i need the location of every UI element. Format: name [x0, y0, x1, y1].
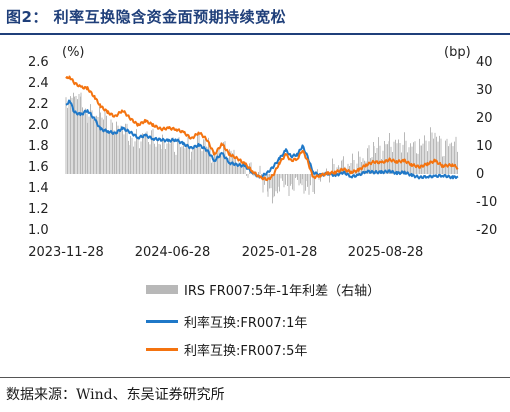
left-tick-label: 1.4: [28, 181, 49, 196]
right-axis-unit: (bp): [444, 45, 471, 60]
left-tick-label: 1.0: [28, 223, 49, 238]
right-tick-label: 10: [476, 139, 493, 154]
right-tick-label: 40: [476, 55, 493, 70]
legend-item-spread: IRS FR007:5年-1年利差（右轴）: [146, 279, 380, 299]
x-tick-label: 2025-08-28: [348, 245, 424, 260]
spread-bars: [65, 92, 458, 204]
legend-item-irs-5y: 利率互换:FR007:5年: [146, 339, 307, 359]
x-tick-label: 2023-11-28: [28, 245, 104, 260]
legend-label-spread: IRS FR007:5年-1年利差（右轴）: [184, 283, 381, 299]
left-tick-label: 2.0: [28, 118, 49, 133]
left-tick-label: 1.8: [28, 139, 49, 154]
figure-title: 图2： 利率互换隐含资金面预期持续宽松: [6, 8, 287, 26]
source-note: 数据来源：Wind、东吴证券研究所: [6, 387, 225, 403]
x-tick-label: 2025-01-28: [242, 245, 318, 260]
right-tick-label: 20: [476, 111, 493, 126]
left-tick-label: 1.2: [28, 202, 49, 217]
rate-lines: [65, 75, 459, 182]
right-tick-label: 0: [476, 167, 484, 182]
legend-swatch-spread: [146, 284, 178, 294]
left-tick-label: 1.6: [28, 160, 49, 175]
legend-label-irs-1y: 利率互换:FR007:1年: [184, 315, 308, 331]
right-tick-label: -10: [476, 195, 497, 210]
title-rule: [0, 33, 510, 35]
left-tick-label: 2.4: [28, 76, 49, 91]
footer-rule: [0, 377, 510, 378]
right-tick-label: -20: [476, 223, 497, 238]
legend-item-irs-1y: 利率互换:FR007:1年: [146, 311, 307, 331]
axes: 2.6 2.4 2.2 2.0 1.8 1.6 1.4 1.2 1.0 40 30 20 10 0 -10 -…: [28, 45, 497, 260]
legend-swatch-irs-5y: [146, 347, 178, 351]
legend-swatch-irs-1y: [146, 319, 178, 323]
left-tick-label: 2.6: [28, 55, 49, 70]
irs-5y-line: [65, 75, 459, 182]
chart: 2.6 2.4 2.2 2.0 1.8 1.6 1.4 1.2 1.0 40 30 20 10 0 -10 -…: [28, 45, 497, 260]
right-tick-label: 30: [476, 83, 493, 98]
x-tick-label: 2024-06-28: [135, 245, 211, 260]
left-tick-label: 2.2: [28, 97, 49, 112]
left-axis-unit: (%): [62, 45, 85, 60]
legend-label-irs-5y: 利率互换:FR007:5年: [184, 343, 308, 359]
